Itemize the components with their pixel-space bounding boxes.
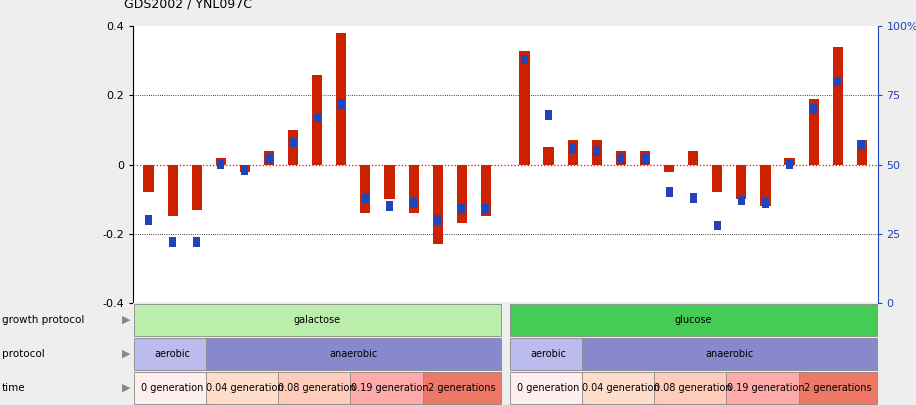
Text: 0.08 generation: 0.08 generation <box>654 383 732 393</box>
FancyBboxPatch shape <box>509 304 877 336</box>
Bar <box>409 164 419 213</box>
Bar <box>736 164 747 199</box>
FancyBboxPatch shape <box>509 372 587 404</box>
FancyBboxPatch shape <box>799 372 877 404</box>
Bar <box>617 154 625 164</box>
FancyBboxPatch shape <box>134 304 501 336</box>
FancyBboxPatch shape <box>134 372 212 404</box>
Bar <box>664 164 674 172</box>
Bar <box>338 99 344 109</box>
Text: 0.04 generation: 0.04 generation <box>582 383 660 393</box>
Bar <box>568 141 578 164</box>
Text: 0.08 generation: 0.08 generation <box>278 383 356 393</box>
Text: glucose: glucose <box>674 315 712 325</box>
Bar <box>616 151 626 164</box>
Bar <box>543 147 553 164</box>
Text: time: time <box>2 383 26 393</box>
Bar <box>336 33 346 164</box>
Bar <box>858 141 866 150</box>
Text: 2 generations: 2 generations <box>804 383 872 393</box>
Bar <box>458 204 465 214</box>
Text: ▶: ▶ <box>122 383 130 393</box>
FancyBboxPatch shape <box>509 338 587 370</box>
FancyBboxPatch shape <box>582 372 660 404</box>
Text: growth protocol: growth protocol <box>2 315 84 325</box>
Bar <box>144 164 154 192</box>
Text: 0 generation: 0 generation <box>141 383 203 393</box>
Text: 0.19 generation: 0.19 generation <box>726 383 804 393</box>
Bar <box>360 164 370 213</box>
Bar <box>688 151 698 164</box>
Bar <box>856 141 867 164</box>
Bar <box>786 160 793 169</box>
Bar <box>313 113 321 122</box>
FancyBboxPatch shape <box>423 372 501 404</box>
FancyBboxPatch shape <box>351 372 429 404</box>
Bar <box>714 221 721 230</box>
Bar <box>481 164 491 216</box>
Bar <box>288 130 298 164</box>
Bar <box>810 104 817 114</box>
Bar <box>216 158 226 164</box>
Bar <box>760 164 770 206</box>
Text: 0.19 generation: 0.19 generation <box>351 383 429 393</box>
Bar <box>483 204 489 214</box>
Bar <box>385 164 395 199</box>
FancyBboxPatch shape <box>726 372 804 404</box>
Bar <box>289 138 297 147</box>
Bar <box>264 151 274 164</box>
FancyBboxPatch shape <box>654 372 732 404</box>
Bar <box>169 237 176 247</box>
Bar <box>666 188 672 197</box>
Bar <box>784 158 794 164</box>
FancyBboxPatch shape <box>134 338 212 370</box>
Text: 0 generation: 0 generation <box>518 383 580 393</box>
Bar <box>834 77 841 87</box>
Bar <box>241 165 248 175</box>
Bar <box>266 154 273 164</box>
Bar <box>762 198 769 208</box>
Text: 0.04 generation: 0.04 generation <box>206 383 284 393</box>
Bar <box>592 141 602 164</box>
Bar <box>641 154 649 164</box>
Text: galactose: galactose <box>294 315 341 325</box>
Bar <box>362 193 369 202</box>
Bar <box>521 55 528 64</box>
FancyBboxPatch shape <box>206 338 501 370</box>
Text: protocol: protocol <box>2 349 45 359</box>
Bar <box>168 164 178 216</box>
Bar <box>217 160 224 169</box>
Bar <box>432 164 442 244</box>
Bar <box>191 164 202 209</box>
Bar <box>193 237 201 247</box>
Bar <box>737 196 745 205</box>
Bar <box>594 146 600 156</box>
Bar <box>457 164 467 224</box>
FancyBboxPatch shape <box>278 372 356 404</box>
Bar <box>545 110 552 119</box>
Bar <box>434 215 442 225</box>
Bar <box>312 75 322 164</box>
Text: anaerobic: anaerobic <box>705 349 754 359</box>
Text: aerobic: aerobic <box>530 349 567 359</box>
FancyBboxPatch shape <box>206 372 284 404</box>
Bar <box>713 164 723 192</box>
Bar <box>145 215 152 225</box>
Bar <box>410 198 417 208</box>
Bar <box>569 143 576 153</box>
FancyBboxPatch shape <box>582 338 877 370</box>
Text: aerobic: aerobic <box>155 349 191 359</box>
Bar <box>833 47 843 164</box>
Bar <box>519 51 529 164</box>
Text: ▶: ▶ <box>122 315 130 325</box>
Bar <box>690 193 697 202</box>
Bar <box>240 164 250 172</box>
Text: GDS2002 / YNL097C: GDS2002 / YNL097C <box>124 0 252 10</box>
Bar <box>386 201 393 211</box>
Text: anaerobic: anaerobic <box>329 349 377 359</box>
Text: 2 generations: 2 generations <box>428 383 496 393</box>
Bar <box>809 99 819 164</box>
Text: ▶: ▶ <box>122 349 130 359</box>
Bar <box>640 151 650 164</box>
